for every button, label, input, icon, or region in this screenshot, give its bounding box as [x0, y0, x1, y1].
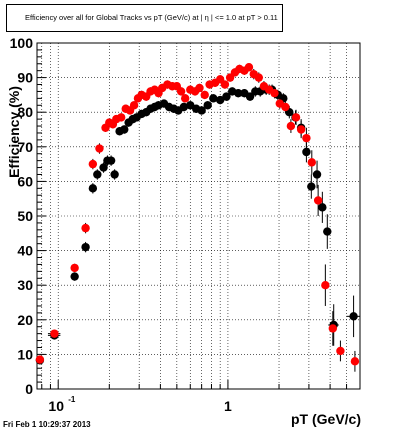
- y-tick-label: 30: [17, 277, 33, 293]
- x-tick-label-exponent: -1: [68, 395, 76, 404]
- data-point: [110, 170, 119, 179]
- y-tick-label: 20: [17, 312, 33, 328]
- timestamp-footer: Fri Feb 1 10:29:37 2013: [3, 420, 91, 429]
- series-0: [35, 84, 360, 365]
- data-point: [270, 88, 279, 98]
- y-tick-label: 10: [17, 346, 33, 362]
- x-tick-label: 1: [224, 398, 232, 414]
- data-point: [296, 125, 306, 134]
- x-axis-label: pT (GeV/c): [291, 411, 361, 427]
- data-point: [120, 125, 129, 134]
- y-tick-label: 50: [17, 208, 33, 224]
- y-tick-label: 40: [17, 243, 33, 259]
- data-point: [88, 184, 98, 193]
- data-point: [81, 242, 90, 252]
- series-1: [35, 63, 360, 372]
- data-point: [179, 102, 189, 112]
- data-series: [35, 63, 360, 372]
- data-point: [312, 170, 322, 179]
- x-tick-label: 10: [48, 398, 64, 414]
- data-point: [222, 92, 231, 101]
- axis-ticks: [37, 42, 361, 390]
- data-point: [203, 101, 212, 110]
- data-point: [176, 87, 186, 96]
- data-point: [50, 329, 59, 338]
- data-point: [323, 227, 332, 236]
- data-point: [197, 106, 206, 115]
- y-tick-label: 80: [17, 104, 33, 120]
- data-point: [254, 73, 263, 82]
- data-point: [302, 147, 311, 157]
- y-tick-label: 90: [17, 70, 33, 86]
- data-point: [209, 94, 218, 103]
- y-tick-label: 0: [25, 381, 33, 397]
- data-point: [93, 170, 102, 179]
- data-point: [195, 83, 204, 93]
- y-axis-label: Efficiency (%): [6, 86, 22, 178]
- chart-title: Efficiency over all for Global Tracks vs…: [6, 4, 283, 32]
- data-point: [349, 312, 358, 321]
- data-point: [291, 113, 301, 122]
- data-point: [180, 94, 190, 103]
- data-point: [88, 159, 98, 169]
- y-tick-label: 60: [17, 173, 33, 189]
- data-point: [286, 121, 296, 131]
- data-point: [70, 263, 79, 273]
- data-point: [220, 80, 230, 89]
- data-point: [234, 88, 243, 98]
- data-point: [336, 346, 345, 356]
- data-point: [95, 144, 104, 153]
- data-point: [313, 196, 323, 205]
- data-point: [116, 113, 126, 122]
- data-point: [328, 324, 338, 333]
- data-point: [35, 355, 45, 364]
- data-point: [106, 156, 116, 165]
- axis-tick-labels: 0 10 20 30 40 50 60 70 80 90 100 10 -1 1: [10, 35, 232, 414]
- grid-lines: [37, 43, 361, 389]
- data-point: [215, 95, 225, 105]
- data-point: [81, 223, 90, 233]
- y-tick-label: 100: [10, 35, 34, 51]
- data-point: [350, 357, 360, 366]
- data-point: [318, 203, 327, 212]
- y-tick-label: 70: [17, 139, 33, 155]
- data-point: [200, 90, 209, 100]
- data-point: [307, 182, 316, 191]
- data-point: [281, 102, 290, 112]
- data-point: [307, 158, 316, 167]
- data-point: [245, 92, 255, 101]
- data-point: [70, 272, 79, 281]
- data-point: [302, 133, 311, 143]
- data-point: [129, 101, 139, 110]
- data-point: [244, 63, 254, 72]
- data-point: [99, 163, 108, 172]
- data-point: [321, 281, 330, 290]
